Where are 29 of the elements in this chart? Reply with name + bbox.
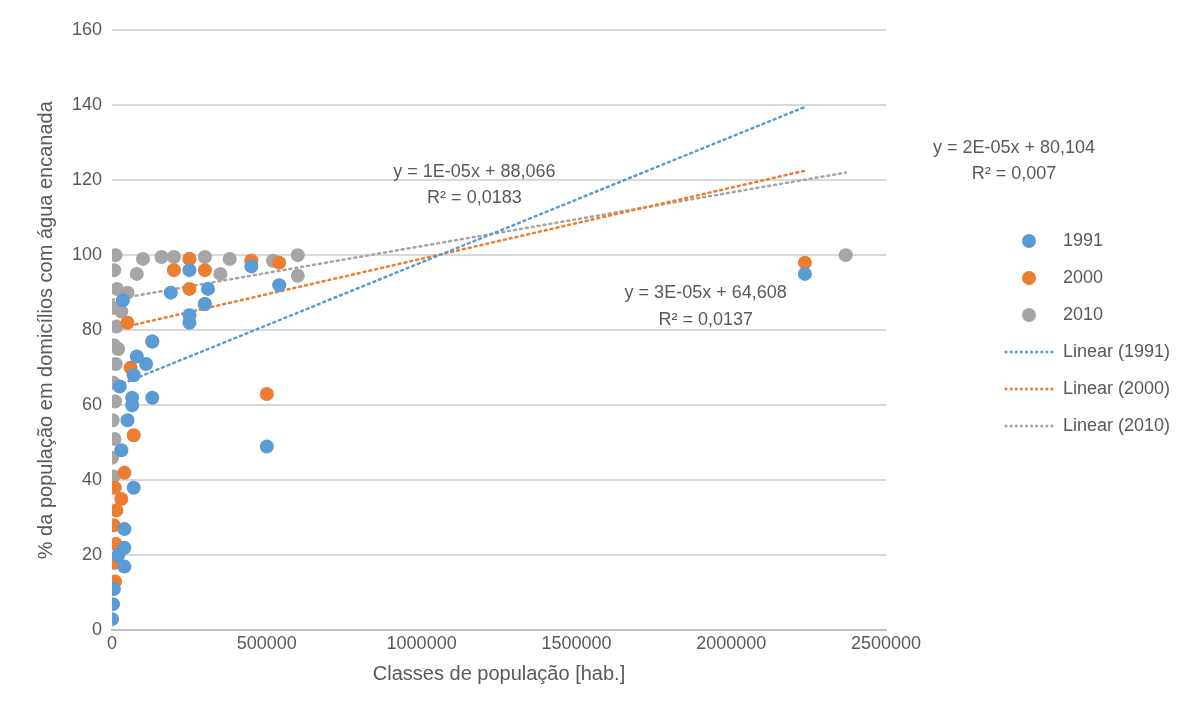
text: R² = 0,007 — [971, 162, 1057, 183]
y-tick-label: 140 — [71, 94, 103, 115]
x-tick-label: 2500000 — [850, 633, 922, 654]
legend-label: Linear (2010) — [1062, 415, 1170, 436]
legend-label: Linear (2000) — [1062, 378, 1170, 399]
annotation: y = 1E-05x + 88,066 — [393, 160, 556, 181]
y-tick-label: 20 — [82, 544, 103, 565]
annotation: R² = 0,0183 — [427, 186, 522, 207]
x-tick-label: 1500000 — [541, 633, 612, 654]
legend-label: 2010 — [1062, 304, 1103, 325]
x-tick-label: 1000000 — [386, 633, 457, 654]
x-tick-label: 0 — [107, 633, 118, 654]
legend-label: 2000 — [1062, 267, 1103, 288]
y-tick-label: 120 — [71, 169, 103, 190]
legend-label: 1991 — [1062, 230, 1103, 251]
y-tick-label: 60 — [82, 394, 103, 415]
y-tick-label: 100 — [71, 244, 103, 265]
y-axis-title: % da população em domicílios com água encanada — [33, 100, 56, 560]
y-tick-label: 0 — [92, 619, 103, 640]
y-tick-label: 160 — [71, 18, 103, 39]
y-tick-label: 80 — [82, 319, 103, 340]
x-axis-title: Classes de população [hab.] — [372, 661, 626, 684]
x-tick-label: 500000 — [236, 633, 297, 654]
y-tick-label: 40 — [82, 469, 103, 490]
x-tick-label: 2000000 — [696, 633, 767, 654]
annotation: R² = 0,0137 — [658, 308, 753, 329]
legend-label: Linear (1991) — [1062, 341, 1170, 362]
annotation: y = 3E-05x + 64,608 — [624, 281, 787, 302]
text: y = 2E-05x + 80,104 — [932, 136, 1096, 157]
